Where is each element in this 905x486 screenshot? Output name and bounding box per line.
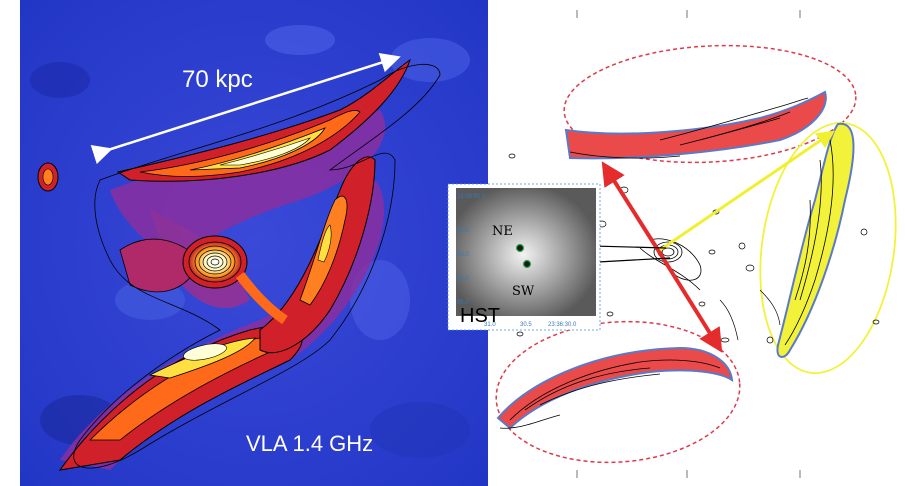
sw-label: SW [512, 284, 535, 299]
lower-lobe-shading [496, 346, 734, 430]
ra-tick-3: 23:36:30.0 [548, 322, 577, 328]
ne-nucleus [515, 243, 525, 253]
radio-core [182, 235, 288, 325]
red-arrow-south [656, 248, 723, 353]
compact-source [37, 162, 59, 192]
upper-lobe-shading [564, 90, 827, 160]
dec-tick-5: 05.0 [457, 300, 469, 306]
yellow-arrow [659, 130, 835, 252]
dec-tick-4: 45.0 [457, 276, 469, 282]
lower-lobe [58, 325, 303, 471]
scale-label: 70 kpc [182, 66, 253, 93]
hst-label: HST [460, 305, 500, 327]
core-contours [639, 238, 702, 291]
right-wing-ellipse [759, 121, 897, 375]
dec-tick-2: 55.0 [457, 228, 469, 234]
lower-lobe-ellipse [495, 320, 741, 464]
contour-schematic-panel [495, 10, 897, 478]
dec-tick-3: 50.0 [457, 252, 469, 258]
dec-tick-1: 21:09:00.0 [457, 194, 486, 200]
ra-tick-2: 30.5 [520, 322, 532, 328]
hst-inset: 21:09:00.0 55.0 50.0 45.0 05.0 31.0 30.5… [447, 183, 601, 331]
scale-arrow [90, 53, 401, 165]
ne-label: NE [492, 224, 513, 239]
red-arrow-north [601, 161, 660, 252]
ra-tick-1: 31.0 [484, 322, 496, 328]
right-wing [259, 156, 376, 354]
right-wing-shading [776, 122, 855, 358]
instrument-label: VLA 1.4 GHz [246, 431, 373, 456]
sw-nucleus [522, 259, 532, 269]
radio-map-panel: 70 kpc VLA 1.4 GHz [20, 0, 488, 486]
upper-lobe-ellipse [563, 44, 857, 164]
